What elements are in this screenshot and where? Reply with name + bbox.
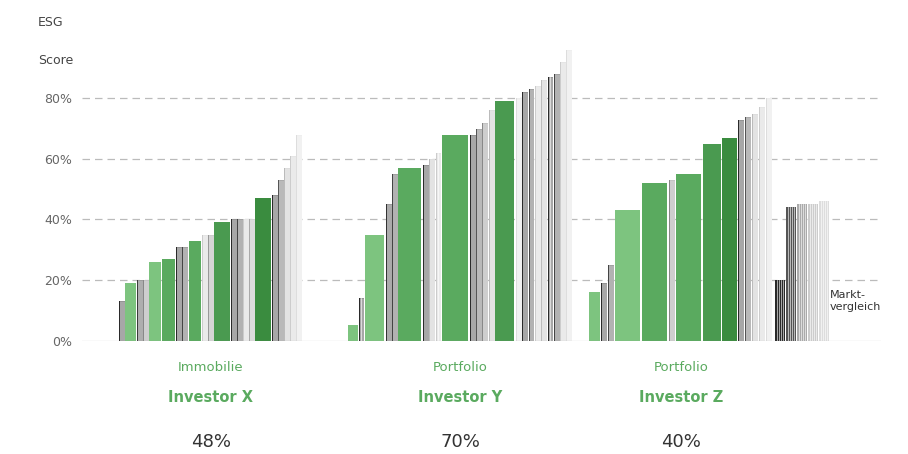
Bar: [392, 174, 398, 340]
Bar: [775, 280, 785, 340]
Text: 48%: 48%: [191, 433, 231, 451]
Bar: [608, 265, 615, 340]
Bar: [495, 101, 515, 340]
Bar: [296, 135, 301, 340]
Bar: [231, 219, 236, 340]
Bar: [143, 280, 149, 340]
Bar: [752, 114, 758, 340]
Bar: [819, 201, 829, 340]
Text: 70%: 70%: [440, 433, 480, 451]
Bar: [541, 80, 548, 340]
Bar: [423, 165, 429, 340]
Bar: [272, 195, 278, 340]
Bar: [208, 235, 213, 340]
Bar: [548, 77, 553, 340]
Bar: [703, 144, 721, 340]
Bar: [601, 283, 607, 340]
Bar: [642, 183, 666, 340]
Bar: [255, 198, 271, 340]
Bar: [183, 247, 188, 340]
Text: Immobilie: Immobilie: [178, 361, 243, 374]
Bar: [765, 99, 772, 340]
Bar: [348, 326, 358, 340]
Bar: [125, 283, 136, 340]
Bar: [615, 210, 640, 340]
Bar: [516, 99, 522, 340]
Bar: [738, 119, 745, 340]
Text: ESG: ESG: [38, 16, 64, 30]
Bar: [189, 241, 201, 340]
Bar: [278, 180, 283, 340]
Bar: [723, 138, 736, 340]
Bar: [469, 135, 476, 340]
Bar: [162, 259, 175, 340]
Bar: [137, 280, 143, 340]
Bar: [359, 298, 364, 340]
Bar: [214, 222, 230, 340]
Bar: [535, 86, 541, 341]
Bar: [482, 123, 489, 340]
Text: Portfolio: Portfolio: [654, 361, 708, 374]
Bar: [528, 89, 535, 340]
Bar: [249, 219, 254, 340]
Text: Markt-
vergleich: Markt- vergleich: [830, 290, 881, 312]
Bar: [745, 117, 751, 340]
Bar: [202, 235, 208, 340]
Text: Investor X: Investor X: [168, 390, 253, 405]
Bar: [284, 168, 290, 340]
Text: Investor Y: Investor Y: [419, 390, 502, 405]
Bar: [808, 204, 818, 340]
Bar: [676, 174, 701, 340]
Bar: [567, 50, 572, 340]
Bar: [759, 108, 765, 340]
Bar: [243, 219, 249, 340]
Bar: [554, 74, 559, 340]
Bar: [291, 156, 296, 340]
Bar: [436, 153, 441, 340]
Bar: [150, 262, 161, 340]
Text: Portfolio: Portfolio: [433, 361, 488, 374]
Bar: [237, 219, 242, 340]
Text: 40%: 40%: [661, 433, 701, 451]
Bar: [669, 180, 676, 340]
Text: Score: Score: [38, 54, 73, 68]
Text: Investor Z: Investor Z: [639, 390, 723, 405]
Bar: [786, 207, 796, 340]
Bar: [442, 135, 468, 340]
Bar: [386, 204, 391, 340]
Bar: [589, 292, 600, 340]
Bar: [489, 110, 495, 340]
Bar: [476, 128, 482, 340]
Bar: [522, 92, 528, 340]
Bar: [176, 247, 182, 340]
Bar: [119, 301, 124, 340]
Bar: [399, 168, 421, 340]
Bar: [560, 62, 566, 340]
Bar: [797, 204, 807, 340]
Bar: [429, 159, 435, 340]
Bar: [365, 235, 384, 340]
